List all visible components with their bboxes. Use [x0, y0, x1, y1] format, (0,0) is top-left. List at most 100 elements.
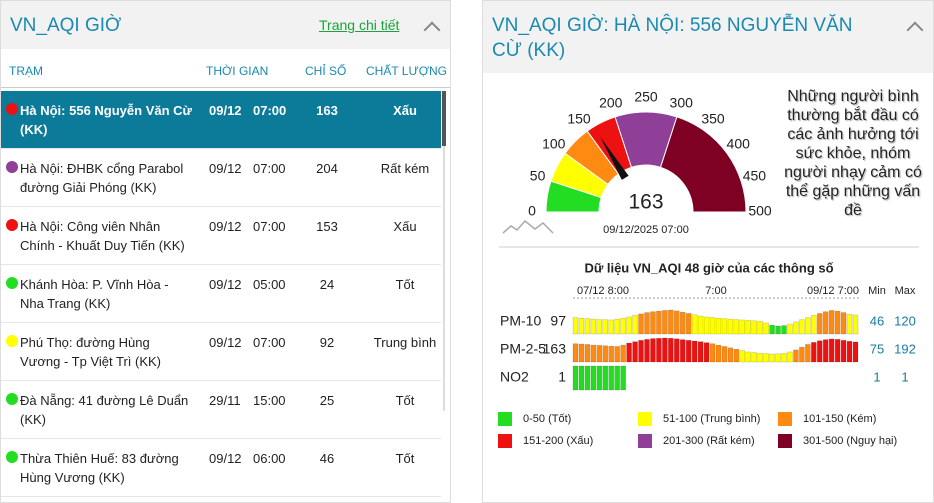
station-row[interactable]: Phú Thọ: đường Hùng Vương - Tp Việt Trì … [1, 323, 441, 381]
column-header: TRẠM [9, 64, 43, 78]
time-axis-label: 07/12 8:00 [577, 285, 629, 297]
legend-label: 101-150 (Kém) [803, 413, 876, 425]
date: 09/12 [209, 161, 242, 176]
station-row[interactable]: Đà Nẵng: 41 đường Lê Duẩn (KK) 29/11 15:00… [1, 381, 441, 439]
history-bar [584, 344, 591, 363]
gauge-tick-label: 250 [634, 89, 658, 105]
legend-label: 201-300 (Rất kém) [663, 435, 755, 447]
legend-swatch [638, 412, 652, 426]
history-bar [602, 365, 608, 391]
right-header: VN_AQI GIỜ: HÀ NỘI: 556 NGUYỄN VĂN CỪ (K… [483, 1, 933, 73]
history-bar [828, 310, 835, 335]
station-row[interactable]: Khánh Hòa: P. Vĩnh Hòa - Nha Trang (KK) 0… [1, 265, 441, 323]
history-bar [584, 365, 591, 391]
history-bar [852, 314, 859, 335]
history-bar [817, 313, 823, 335]
history-bar [632, 341, 638, 363]
history-bar [644, 312, 650, 335]
gauge-tick-label: 400 [727, 136, 751, 152]
history-bar [805, 344, 811, 363]
station-row[interactable]: Hà Nội: Công viên Nhân Chính - Khuất Duy… [1, 207, 441, 265]
history-bar [793, 349, 799, 363]
history-bar [745, 320, 751, 335]
history-bar [572, 343, 579, 363]
status-dot [6, 393, 18, 405]
history-bar [620, 317, 626, 335]
history-bar [614, 318, 620, 335]
parameter-min: 46 [870, 313, 884, 328]
gauge-tick-label: 500 [748, 203, 772, 219]
station-row[interactable]: Thừa Thiên Huế: 83 đường Hùng Vương (KK)… [1, 439, 441, 497]
gauge-value: 163 [628, 191, 663, 214]
status-dot [6, 219, 18, 231]
panel-title: VN_AQI GIỜ: HÀ NỘI: 556 NGUYỄN VĂN CỪ (K… [492, 15, 853, 61]
history-bar [578, 343, 585, 363]
station-name: Hà Nội: ĐHBK cổng Parabol đường Giải Phó… [20, 161, 184, 195]
history-bar [834, 339, 841, 363]
legend-swatch [638, 434, 652, 448]
station-name: Hà Nội: Công viên Nhân Chính - Khuất Duy… [20, 219, 185, 253]
collapse-button[interactable] [423, 21, 441, 39]
history-bar [852, 341, 859, 363]
history-bar [840, 312, 847, 335]
history-bar [632, 315, 638, 335]
legend-swatch [778, 412, 792, 426]
date: 09/12 [209, 103, 242, 118]
parameter-min: 75 [870, 341, 884, 356]
parameter-current: 97 [550, 313, 566, 329]
gauge-tick-label: 100 [542, 136, 566, 152]
parameter-min: 1 [873, 369, 880, 384]
history-title: Dữ liệu VN_AQI 48 giờ của các thông số [584, 260, 833, 275]
left-panel: VN_AQI GIỜ Trang chi tiết TRẠM THỜI GIAN… [0, 0, 451, 503]
min-header: Min [868, 285, 886, 297]
date: 09/12 [209, 451, 242, 466]
aqi-index: 25 [319, 393, 335, 408]
scrollbar-thumb[interactable] [442, 91, 446, 146]
history-bar [823, 339, 829, 363]
max-header: Max [895, 285, 916, 297]
quality: Xấu [393, 103, 417, 118]
history-bar [739, 350, 746, 363]
history-bar [691, 314, 698, 335]
history-bar [668, 309, 674, 335]
aqi-index: 163 [316, 103, 338, 118]
history-bar [787, 323, 793, 335]
history-bar [811, 342, 817, 363]
history-bar [721, 346, 728, 363]
quality: Rất kém [380, 161, 430, 176]
history-bar [680, 339, 686, 363]
history-bar [668, 338, 674, 363]
history-bar [685, 313, 692, 335]
history-bar [805, 317, 811, 335]
history-bar [834, 310, 841, 335]
history-bar [662, 337, 668, 363]
history-bar [602, 319, 608, 335]
history-bar [709, 317, 716, 335]
history-bar [739, 319, 746, 335]
parameter-name: NO2 [500, 369, 529, 385]
history-bar [799, 319, 805, 335]
status-dot [6, 277, 18, 289]
history-bar [781, 353, 787, 363]
quality: Tốt [395, 393, 415, 408]
history-bar [763, 322, 769, 335]
parameter-current: 163 [543, 341, 567, 357]
history-bar [602, 345, 608, 363]
collapse-button[interactable] [906, 21, 924, 39]
gauge-needle [600, 136, 629, 180]
history-bar [733, 348, 740, 363]
history-bar [817, 340, 823, 363]
quality: Tốt [395, 451, 415, 466]
history-bar [846, 314, 853, 335]
history-bar [626, 316, 632, 335]
history-bar [751, 320, 757, 335]
station-row[interactable]: Hà Nội: 556 Nguyễn Văn Cừ (KK) 09/12 07:00… [1, 91, 441, 149]
quality: Tốt [395, 277, 415, 292]
station-row[interactable]: Hà Nội: ĐHBK cổng Parabol đường Giải Phó… [1, 149, 441, 207]
history-bar [584, 318, 591, 335]
history-bar [745, 351, 751, 363]
detail-link[interactable]: Trang chi tiết [319, 17, 400, 33]
history-bar [763, 353, 769, 363]
history-bar [608, 319, 614, 335]
right-panel: VN_AQI GIỜ: HÀ NỘI: 556 NGUYỄN VĂN CỪ (K… [482, 0, 934, 503]
